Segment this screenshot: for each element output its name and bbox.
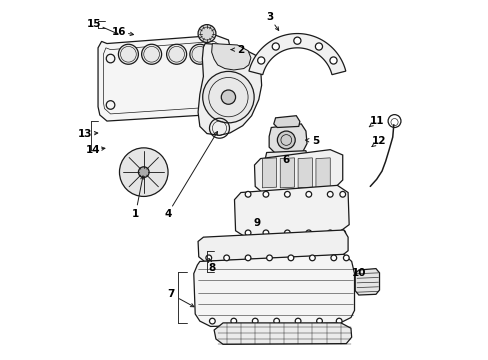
Circle shape (203, 71, 254, 123)
Circle shape (295, 318, 300, 324)
Circle shape (272, 43, 279, 50)
Circle shape (224, 255, 229, 261)
Circle shape (326, 192, 332, 197)
Circle shape (221, 90, 235, 104)
Text: 5: 5 (312, 136, 319, 146)
Circle shape (336, 318, 341, 324)
Circle shape (189, 44, 209, 64)
Circle shape (263, 192, 268, 197)
Polygon shape (198, 44, 261, 135)
Text: 8: 8 (207, 262, 215, 273)
Circle shape (305, 230, 311, 236)
Polygon shape (264, 151, 307, 166)
Circle shape (119, 148, 168, 197)
Text: 9: 9 (253, 218, 260, 228)
Polygon shape (234, 185, 348, 237)
Polygon shape (198, 230, 347, 261)
Circle shape (309, 255, 315, 261)
Circle shape (315, 43, 322, 50)
Polygon shape (273, 116, 299, 127)
Circle shape (284, 230, 290, 236)
Circle shape (305, 192, 311, 197)
Circle shape (138, 167, 149, 177)
Polygon shape (254, 150, 342, 193)
Circle shape (205, 255, 211, 261)
Text: 7: 7 (167, 289, 175, 299)
Text: 1: 1 (132, 209, 139, 219)
Circle shape (326, 230, 332, 236)
Circle shape (266, 255, 272, 261)
Circle shape (142, 44, 162, 64)
Circle shape (244, 192, 250, 197)
Polygon shape (211, 44, 250, 70)
Circle shape (209, 318, 215, 324)
Text: 16: 16 (112, 27, 126, 37)
Polygon shape (268, 124, 306, 154)
Text: 13: 13 (78, 129, 93, 139)
Circle shape (263, 230, 268, 236)
Text: 10: 10 (351, 268, 366, 278)
Polygon shape (193, 254, 354, 327)
Circle shape (339, 192, 345, 197)
Circle shape (230, 318, 236, 324)
Circle shape (118, 44, 138, 64)
Circle shape (244, 255, 250, 261)
Polygon shape (248, 33, 345, 75)
Circle shape (293, 37, 300, 44)
Circle shape (257, 57, 264, 64)
Polygon shape (262, 158, 276, 188)
Circle shape (339, 230, 345, 236)
Text: 15: 15 (87, 18, 102, 28)
Circle shape (198, 24, 216, 42)
Polygon shape (280, 158, 294, 188)
Text: 12: 12 (371, 136, 386, 146)
Circle shape (329, 57, 336, 64)
Text: 6: 6 (282, 156, 288, 165)
Circle shape (244, 230, 250, 236)
Text: 4: 4 (163, 209, 171, 219)
Text: 11: 11 (368, 116, 383, 126)
Circle shape (343, 255, 348, 261)
Polygon shape (298, 158, 312, 188)
Circle shape (287, 255, 293, 261)
Circle shape (330, 255, 336, 261)
Text: 3: 3 (265, 13, 273, 22)
Circle shape (166, 44, 186, 64)
Circle shape (252, 318, 258, 324)
Circle shape (316, 318, 322, 324)
Polygon shape (354, 269, 379, 295)
Polygon shape (98, 35, 230, 121)
Text: 14: 14 (85, 145, 100, 155)
Polygon shape (315, 158, 329, 188)
Circle shape (277, 131, 295, 149)
Text: 2: 2 (237, 45, 244, 55)
Polygon shape (214, 323, 351, 344)
Circle shape (284, 192, 290, 197)
Circle shape (273, 318, 279, 324)
